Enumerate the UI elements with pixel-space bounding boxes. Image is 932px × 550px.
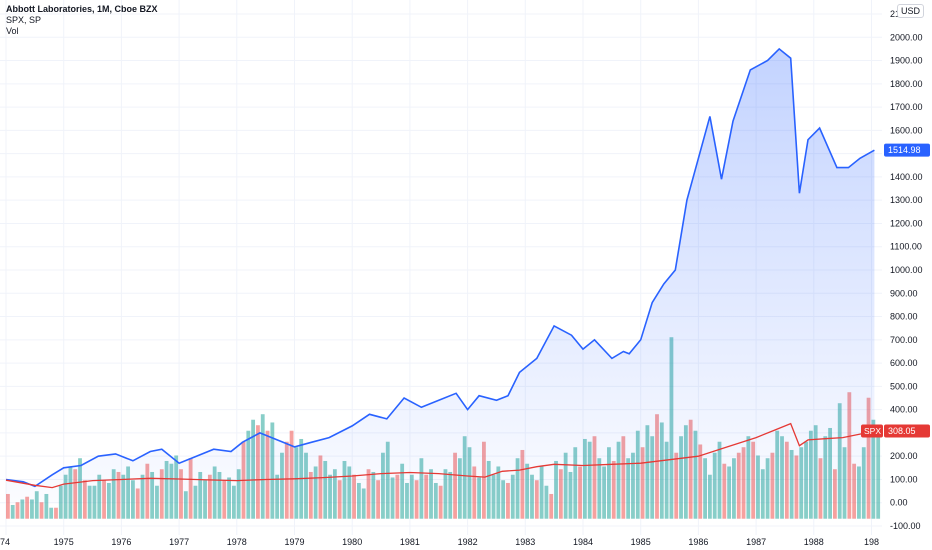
x-tick-label: 1976 (111, 537, 131, 547)
volume-bar (25, 496, 30, 519)
y-tick-label: 800.00 (890, 312, 918, 322)
x-tick-label: 1983 (515, 537, 535, 547)
spx-name-label: SPX (864, 426, 881, 436)
x-tick-label: 198 (864, 537, 879, 547)
volume-bar (361, 488, 366, 519)
volume-bar (30, 499, 34, 519)
volume-bar (39, 502, 44, 519)
chart-legend: Abbott Laboratories, 1M, Cboe BZX SPX, S… (6, 4, 158, 37)
y-tick-label: 1600.00 (890, 125, 923, 135)
x-tick-label: 1978 (227, 537, 247, 547)
volume-bar (49, 507, 54, 519)
volume-bar (10, 504, 15, 519)
y-tick-label: 200.00 (890, 451, 918, 461)
y-tick-label: 900.00 (890, 288, 918, 298)
volume-bar (15, 502, 20, 519)
y-tick-label: 700.00 (890, 335, 918, 345)
x-tick-label: 1985 (631, 537, 651, 547)
last-price-badge (884, 143, 930, 157)
x-tick-label: 1979 (284, 537, 304, 547)
spx-value-badge (884, 424, 930, 438)
x-tick-label: 1980 (342, 537, 362, 547)
y-tick-label: 400.00 (890, 405, 918, 415)
last-price-label: 1514.98 (888, 145, 921, 155)
y-tick-label: 0.00 (890, 498, 908, 508)
volume-bar (183, 491, 188, 519)
y-tick-label: 1400.00 (890, 172, 923, 182)
y-tick-label: 1900.00 (890, 56, 923, 66)
spx-value-label: 308.05 (888, 426, 916, 436)
spx-name-badge (861, 424, 883, 438)
x-tick-label: 74 (0, 537, 10, 547)
y-tick-label: 1800.00 (890, 79, 923, 89)
x-tick-label: 1975 (54, 537, 74, 547)
x-tick-label: 1986 (688, 537, 708, 547)
volume-bar (34, 491, 39, 519)
legend-volume[interactable]: Vol (6, 26, 19, 36)
x-tick-label: 1987 (746, 537, 766, 547)
volume-bar (54, 507, 58, 519)
legend-main-series[interactable]: Abbott Laboratories, 1M, Cboe BZX (6, 4, 158, 14)
volume-bar (135, 488, 140, 519)
y-tick-label: 1300.00 (890, 195, 923, 205)
x-tick-label: 1988 (804, 537, 824, 547)
x-tick-label: 1982 (458, 537, 478, 547)
y-tick-label: 600.00 (890, 358, 918, 368)
price-area (6, 48, 875, 503)
x-tick-label: 1981 (400, 537, 420, 547)
legend-compare-series[interactable]: SPX, SP (6, 15, 42, 25)
price-line (5, 47, 875, 488)
currency-selector-button[interactable]: USD (896, 4, 924, 18)
y-tick-label: 500.00 (890, 381, 918, 391)
y-tick-label: 1000.00 (890, 265, 923, 275)
y-tick-label: 100.00 (890, 474, 918, 484)
volume-bar (44, 493, 49, 519)
y-tick-label: 2000.00 (890, 32, 923, 42)
volume-bar (549, 493, 554, 519)
x-tick-label: 1977 (169, 537, 189, 547)
y-tick-label: -100.00 (890, 521, 921, 531)
y-tick-label: 1100.00 (890, 242, 922, 252)
spx-line (5, 422, 875, 489)
volume-bar (20, 499, 25, 519)
y-tick-label: 1700.00 (890, 102, 923, 112)
x-tick-label: 1984 (573, 537, 593, 547)
volume-bar (6, 493, 10, 519)
y-tick-label: 1200.00 (890, 218, 923, 228)
volume-bar (876, 430, 881, 519)
